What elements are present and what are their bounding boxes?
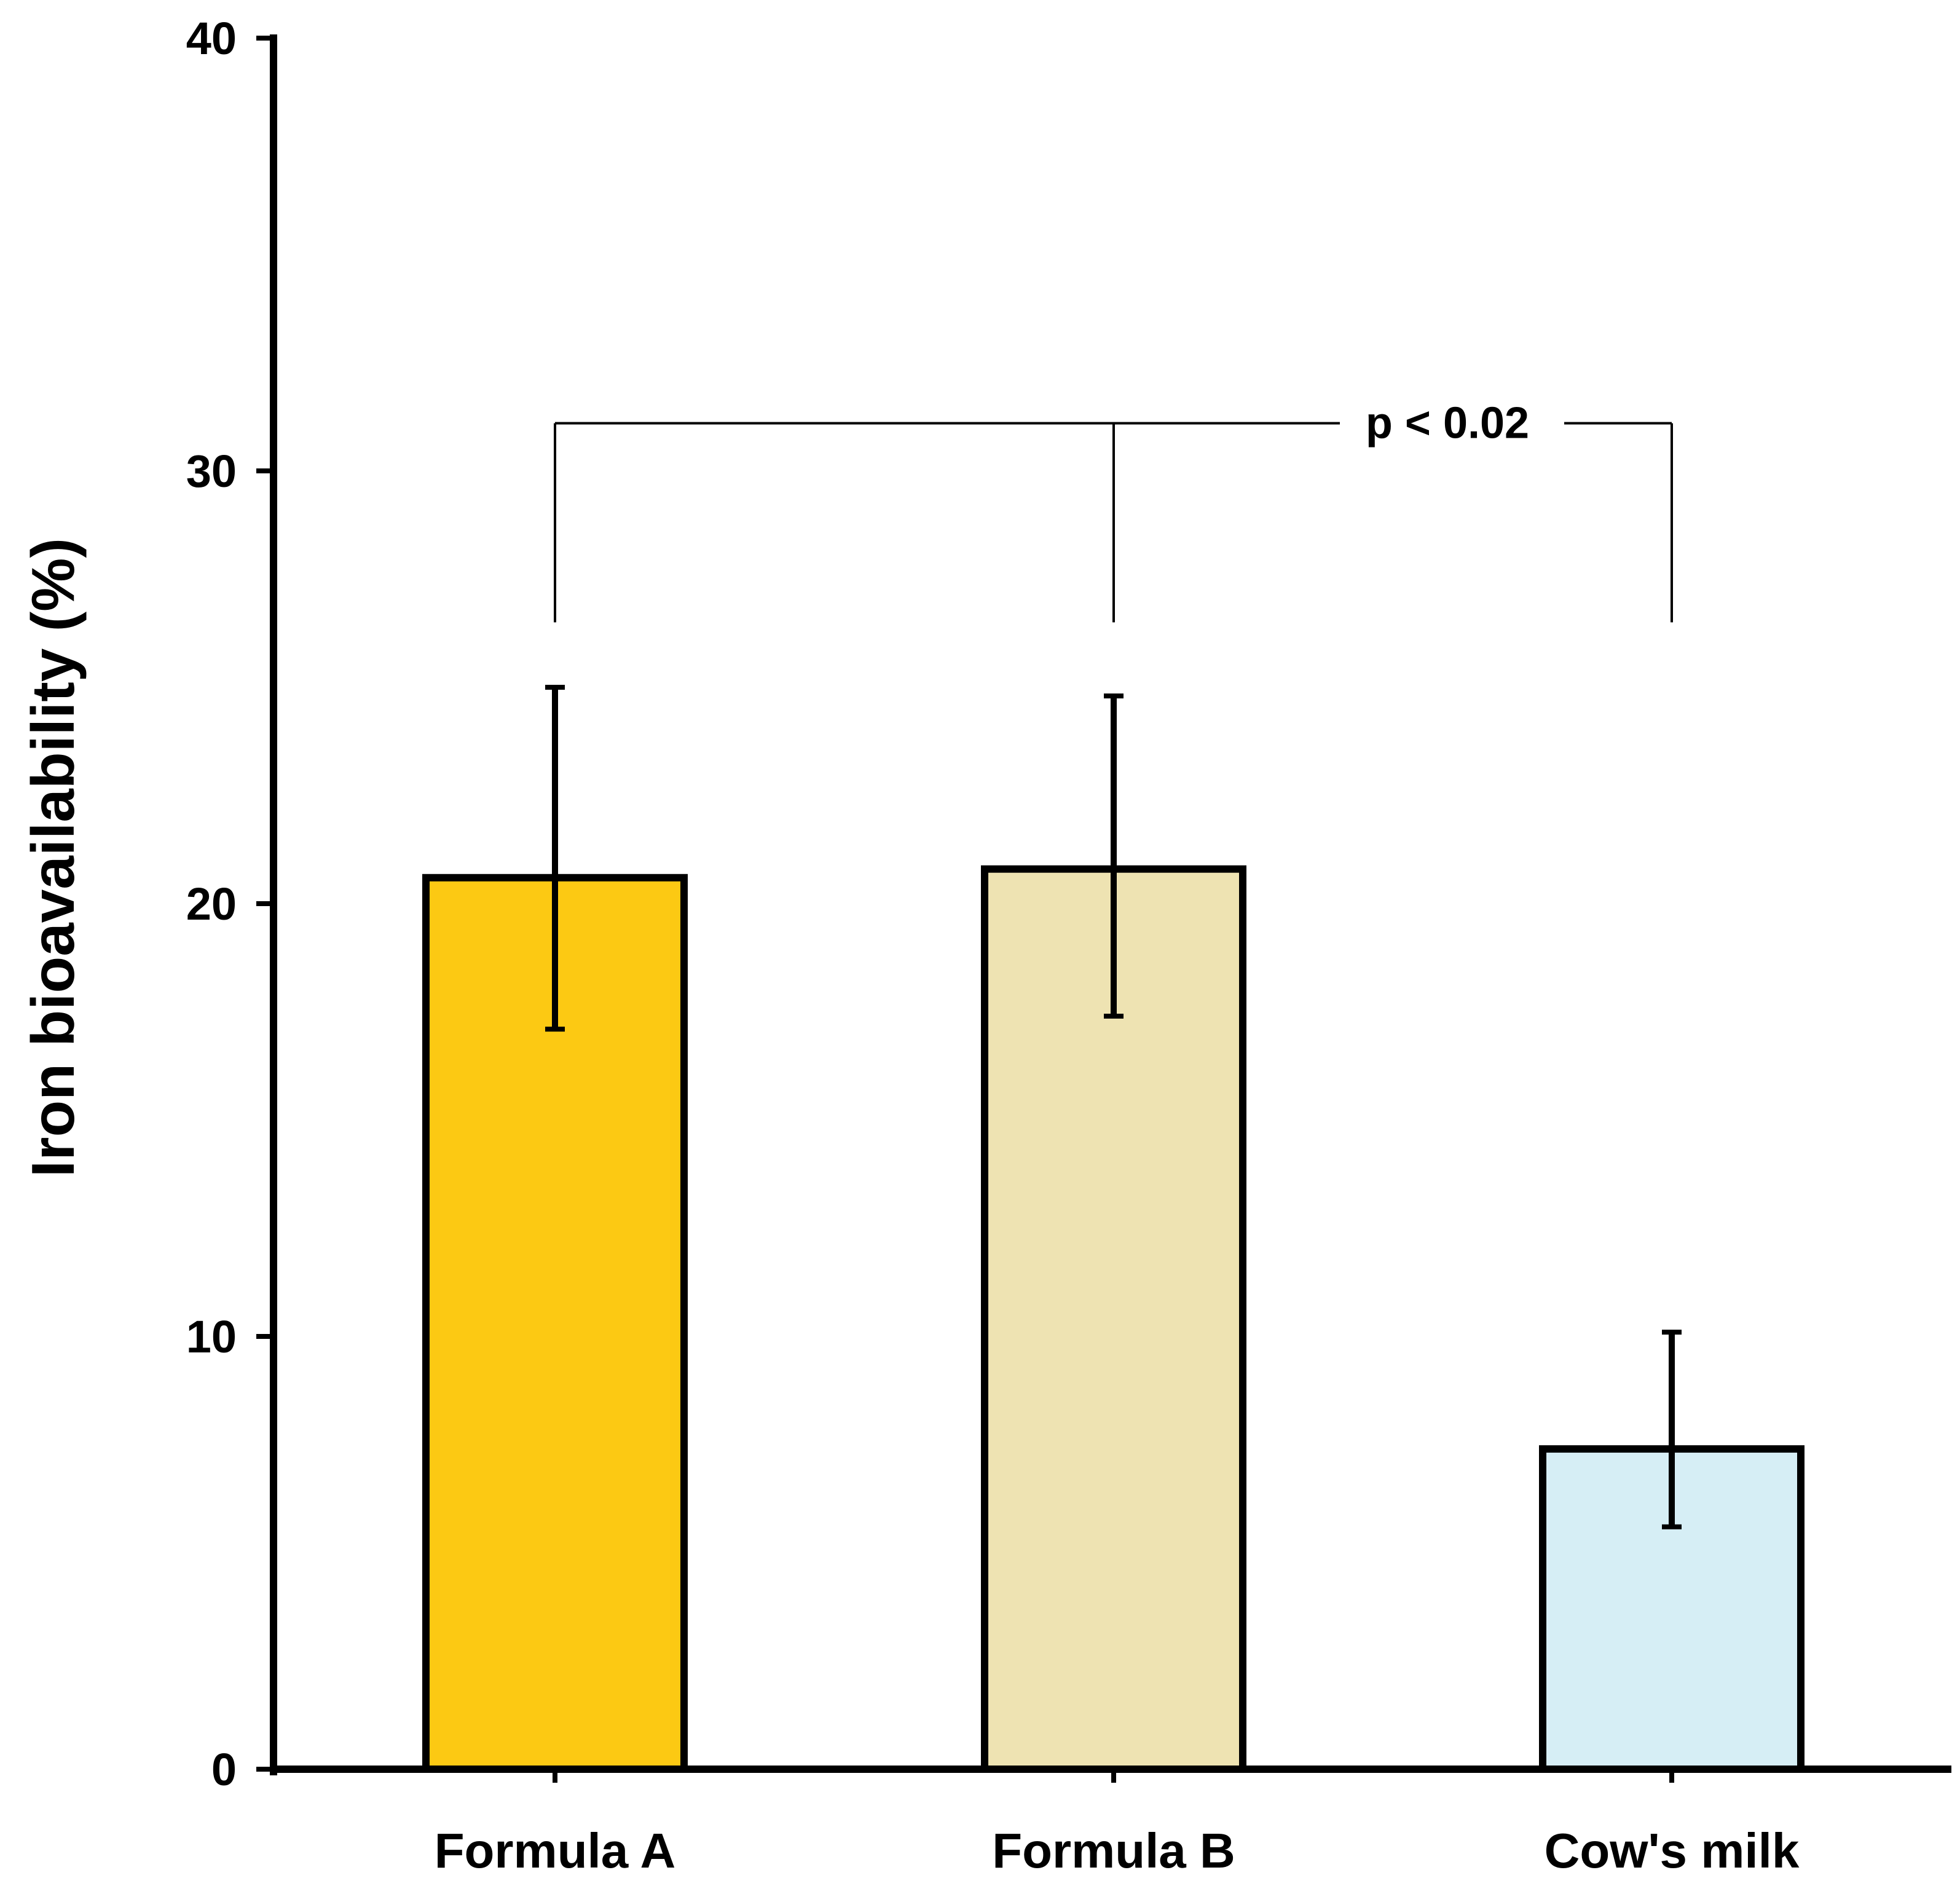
y-tick-label: 10 [186,1311,237,1362]
x-tick-label: Formula B [992,1823,1235,1878]
y-tick-label: 30 [186,446,237,497]
bar-formula-b [981,865,1246,1773]
x-tick-label: Formula A [435,1823,676,1878]
p-value-annotation: p < 0.02 [1366,399,1529,448]
y-axis-title: Iron bioavailability (%) [19,538,87,1177]
significance-bracket-layer: p < 0.02 [554,399,1673,623]
y-tick-label: 40 [186,13,237,64]
error-bars-layer [545,685,1682,1529]
y-tick-label: 0 [211,1744,237,1795]
x-tick-label: Cow's milk [1545,1823,1800,1878]
y-tick-label: 20 [186,878,237,929]
y-ticks-layer: 0 10 20 30 40 [186,13,274,1795]
x-labels-layer: Formula A Formula B Cow's milk [435,1769,1800,1878]
